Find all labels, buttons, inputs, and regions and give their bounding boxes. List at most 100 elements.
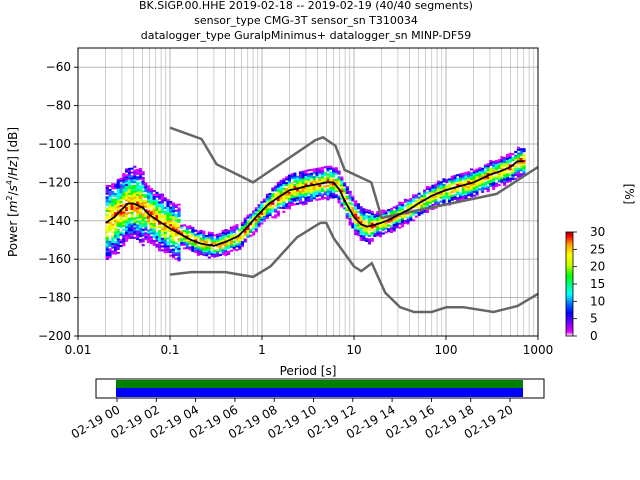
density-cell [114,183,118,186]
density-cell [505,161,509,164]
density-cell [158,226,162,229]
density-cell [287,182,291,185]
density-cell [144,193,148,196]
density-cell [127,167,131,170]
density-cell [174,242,178,245]
density-cell [514,166,518,169]
density-cell [367,215,371,218]
density-cell [321,188,325,191]
density-cell [229,245,233,248]
density-cell [216,235,220,238]
density-cell [119,195,123,198]
density-cell [287,203,291,206]
density-cell [125,231,129,234]
density-cell [166,224,170,227]
density-cell [414,206,418,209]
density-cell [185,239,189,242]
density-cell [318,180,322,183]
density-cell [312,176,316,179]
density-cell [356,218,360,221]
plot-frame [77,47,539,337]
density-cell [194,245,198,248]
density-cell [171,212,175,215]
density-cell [141,213,145,216]
density-cell [136,199,140,202]
density-cell [505,157,509,160]
density-cell [301,170,305,173]
density-cell [229,243,233,246]
density-cell [185,244,189,247]
density-cell [163,218,167,221]
density-cell [395,220,399,223]
density-cell [163,241,167,244]
density-cell [166,201,170,204]
density-cell [298,181,302,184]
density-cell [403,220,407,223]
density-cell [334,182,338,185]
density-cell [108,240,112,243]
density-cell [122,184,126,187]
density-cell [210,232,214,235]
density-cell [114,244,118,247]
density-cell [406,199,410,202]
density-cell [323,185,327,188]
density-cell [207,237,211,240]
density-cell [227,250,231,253]
density-cell [467,180,471,183]
density-cell [511,170,515,173]
density-cell [265,213,269,216]
density-cell [285,187,289,190]
density-cell [130,207,134,210]
y-tick-label: −60 [46,60,71,74]
density-cell [130,231,134,234]
density-cell [158,214,162,217]
density-cell [329,190,333,193]
density-cell [461,189,465,192]
density-cell [130,215,134,218]
density-cell [497,164,501,167]
density-cell [378,223,382,226]
density-cell [147,235,151,238]
density-cell [130,194,134,197]
density-cell [144,224,148,227]
density-cell [235,249,239,252]
density-cell [431,207,435,210]
density-cell [116,198,120,201]
density-cell [125,218,129,221]
density-cell [470,185,474,188]
density-cell [481,183,485,186]
density-cell [144,234,148,237]
density-cell [453,176,457,179]
density-cell [365,237,369,240]
density-cell [492,184,496,187]
density-cell [519,163,523,166]
density-cell [420,206,424,209]
density-cell [425,191,429,194]
density-cell [309,188,313,191]
density-cell [343,184,347,187]
density-cell [166,250,170,253]
density-cell [522,150,526,153]
density-cell [188,242,192,245]
density-cell [213,240,217,243]
density-cell [160,249,164,252]
y-axis-label-part: 2 [5,195,14,200]
density-cell [298,200,302,203]
density-cell [155,237,159,240]
x-tick-label: 0.01 [65,343,92,357]
density-cell [315,181,319,184]
density-cell [136,170,140,173]
density-cell [392,223,396,226]
density-cell [417,200,421,203]
density-cell [370,212,374,215]
density-cell [171,235,175,238]
density-cell [260,220,264,223]
density-cell [169,241,173,244]
density-cell [492,162,496,165]
density-cell [119,179,123,182]
density-cell [500,160,504,163]
density-cell [285,205,289,208]
density-cell [309,186,313,189]
density-cell [425,201,429,204]
density-cell [276,210,280,213]
